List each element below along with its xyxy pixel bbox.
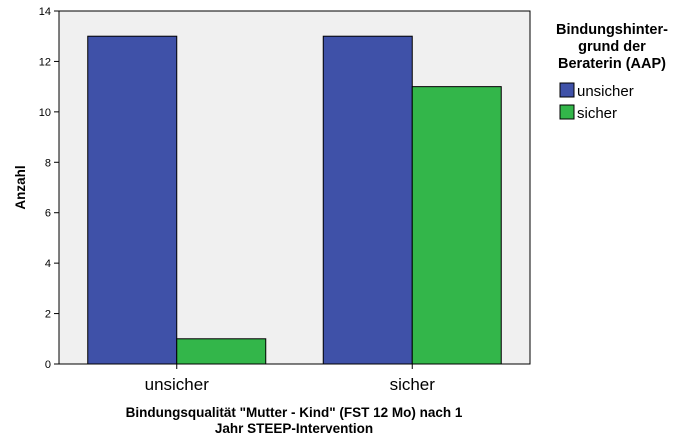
x-category-label: unsicher [145,375,210,394]
y-tick-label: 14 [39,6,51,18]
bar-sicher-sicher [411,86,502,365]
y-tick-label: 8 [45,157,51,169]
legend-label-sicher: sicher [577,105,617,122]
bar-unsicher-sicher [176,338,267,365]
y-tick-label: 4 [45,258,51,270]
x-axis-title-line-1: Bindungsqualität "Mutter - Kind" (FST 12… [126,405,463,420]
x-axis-categories: unsicher sicher [145,364,436,394]
y-tick-label: 0 [45,359,51,371]
y-tick-label: 2 [45,309,51,321]
x-category-label: sicher [390,375,436,394]
y-axis-ticks: 0 2 4 6 8 10 12 14 [39,6,59,371]
x-axis-title-line-2: Jahr STEEP-Intervention [215,421,373,436]
legend: Bindungshinter- grund der Beraterin (AAP… [556,22,668,122]
y-tick-label: 12 [39,56,51,68]
y-tick-label: 6 [45,208,51,220]
legend-swatch-unsicher [559,82,575,98]
legend-label-unsicher: unsicher [577,83,634,100]
legend-title-line-3: Beraterin (AAP) [558,56,666,72]
bar-unsicher-unsicher [87,35,178,365]
y-tick-label: 10 [39,107,51,119]
legend-title-line-2: grund der [578,39,646,55]
legend-title-line-1: Bindungshinter- [556,22,668,38]
bars [87,35,502,365]
y-axis-title: Anzahl [13,165,28,209]
bar-sicher-unsicher [322,35,413,365]
legend-swatch-sicher [559,104,575,120]
